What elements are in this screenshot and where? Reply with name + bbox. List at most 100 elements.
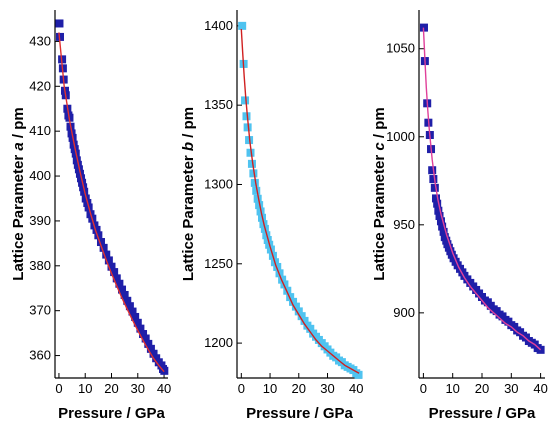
data-point-a [152,354,161,363]
data-point-a [146,344,155,353]
y-axis-title-part: b [180,142,197,151]
fit-curve-c [422,27,542,351]
data-point-a [102,250,111,259]
data-point-b [289,297,298,306]
data-point-a [112,274,121,283]
y-axis-title-part: / pm [180,107,197,142]
data-point-a [139,330,148,339]
data-point-c [430,183,439,192]
data-point-a [104,256,113,265]
data-point-c [435,212,444,221]
y-tick-label-a: 370 [29,303,51,318]
y-tick-label-b: 1200 [204,335,233,350]
data-point-a [92,225,101,234]
y-tick-label-b: 1400 [204,18,233,33]
y-axis-title-a: Lattice Parameter a / pm [10,107,27,280]
data-point-b [294,307,303,316]
data-point-c [433,199,442,208]
data-point-b [297,312,306,321]
data-point-b [241,96,250,105]
data-point-a [72,156,81,165]
data-point-a [144,339,153,348]
data-point-c [536,345,545,354]
data-point-c [439,227,448,236]
x-tick-label-a: 10 [78,381,92,396]
data-point-a [55,19,64,28]
y-axis-title-part: Lattice Parameter [180,151,197,281]
chart-panel-c: 0 10 20 30 40 900 950 1000 1050 Pressure / GPa Lat… [371,10,548,422]
x-axis-title-a: Pressure / GPa [58,405,165,422]
y-tick-label-b: 1250 [204,256,233,271]
y-tick-label-a: 410 [29,123,51,138]
x-tick-label-b: 40 [349,381,363,396]
data-point-a [94,231,103,240]
y-tick-label-c: 1000 [386,129,415,144]
x-tick-label-b: 10 [263,381,277,396]
data-point-b [255,201,264,210]
y-tick-label-b: 1350 [204,97,233,112]
fit-curve-b [240,28,360,374]
data-point-a [120,290,129,299]
y-axis-title-c: Lattice Parameter c / pm [371,107,388,280]
data-point-b [243,123,252,132]
x-tick-label-a: 20 [104,381,118,396]
data-point-b [354,370,363,379]
x-tick-label-c: 20 [475,381,489,396]
y-axis-title-part: c [371,142,388,151]
data-point-b [242,112,251,121]
data-point-a [118,285,127,294]
data-point-a [99,243,108,252]
x-tick-label-b: 20 [292,381,306,396]
y-tick-label-c: 950 [393,217,415,232]
data-point-c [429,175,438,184]
data-point-c [434,206,443,215]
y-axis-title-part: / pm [371,107,388,142]
x-tick-label-c: 10 [445,381,459,396]
data-point-a [136,324,145,333]
chart-panel-a: 0 10 20 30 40 360 370 380 390 400 410 420 430 Pressur… [10,10,171,422]
x-tick-label-a: 0 [55,381,62,396]
data-point-a [107,262,116,271]
y-tick-label-a: 420 [29,78,51,93]
y-tick-label-a: 400 [29,168,51,183]
data-point-a [149,349,158,358]
data-point-c [428,166,437,175]
x-axis-title-b: Pressure / GPa [246,405,353,422]
data-point-b [306,324,315,333]
data-point-b [247,159,256,168]
data-point-b [252,186,261,195]
data-point-a [96,238,105,247]
y-axis-title-part: a [10,142,27,150]
y-axis-title-part: Lattice Parameter [371,151,388,281]
data-point-a [115,279,124,288]
data-point-a [110,268,119,277]
x-tick-label-a: 30 [131,381,145,396]
data-point-c [438,222,447,231]
data-point-b [238,21,247,30]
data-point-a [131,312,140,321]
data-point-b [273,262,282,271]
x-tick-label-c: 40 [533,381,547,396]
y-tick-label-c: 900 [393,305,415,320]
data-point-b [249,169,258,178]
y-tick-label-a: 430 [29,33,51,48]
data-point-a [128,307,137,316]
data-point-c [431,194,440,203]
x-tick-label-a: 40 [157,381,171,396]
y-axis-title-b: Lattice Parameter b / pm [180,107,197,281]
data-point-a [141,334,150,343]
y-tick-label-b: 1300 [204,176,233,191]
x-tick-label-b: 0 [238,381,245,396]
x-tick-label-c: 0 [420,381,427,396]
data-point-a [160,366,169,375]
fit-curve-a [58,32,165,373]
y-tick-label-a: 380 [29,258,51,273]
chart-panel-b: 0 10 20 30 40 1200 1250 1300 1350 1400 Pressure / … [180,10,363,422]
data-point-a [123,296,132,305]
data-point-c [436,217,445,226]
data-point-a [133,318,142,327]
y-tick-label-c: 1050 [386,41,415,56]
x-axis-title-c: Pressure / GPa [429,405,536,422]
data-point-b [250,178,259,187]
